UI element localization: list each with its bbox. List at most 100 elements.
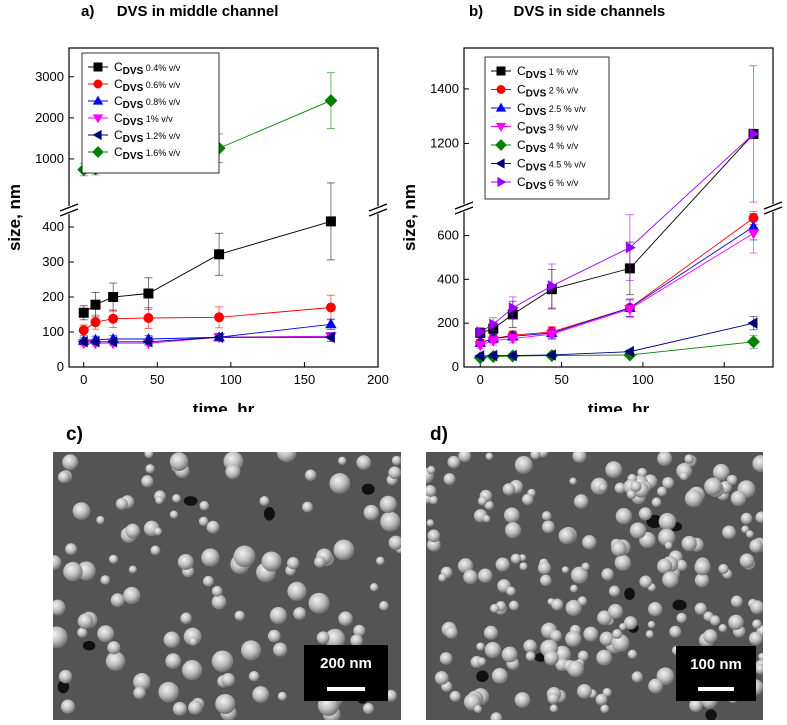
data-point [90,317,101,328]
x-tick-label: 100 [632,372,654,387]
sem-particle [601,568,614,581]
sem-pore [183,496,198,506]
sem-particle [252,686,270,704]
sem-pore [263,507,275,521]
legend-label: CDVS 6 % v/v [517,175,579,192]
sem-particle [530,452,541,460]
y-tick-label: 1400 [430,81,459,96]
sem-particle [388,535,401,551]
scale-label-c: 200 nm [320,655,372,672]
sem-particle [324,628,346,650]
sem-particle [730,490,747,507]
legend-label: CDVS 0.4% v/v [114,60,181,77]
sem-particle [623,616,638,630]
panel-a-letter: a) [81,3,95,20]
sem-particle [502,483,516,496]
legend-marker [496,85,506,94]
series-1 [78,294,336,336]
sem-particle [158,681,179,703]
data-point [474,350,485,362]
legend-marker [495,122,507,132]
data-point [90,299,101,310]
sem-particle [211,594,227,610]
sem-particle [199,500,210,511]
sem-particle [267,629,281,643]
sem-particle [353,624,366,637]
sem-pore [705,709,717,720]
sem-particle [128,565,137,574]
legend-marker [496,66,506,76]
sem-particle [755,663,763,675]
sem-particle [58,669,73,684]
sem-particle [97,625,115,643]
sem-particle [662,476,675,489]
data-point [487,349,498,362]
sem-particle [304,469,317,481]
legend-box [81,52,220,174]
data-point [77,336,88,348]
sem-particle [362,702,374,714]
sem-particle [457,558,474,574]
legend-label: CDVS 0.6% v/v [114,77,181,94]
data-point [545,349,556,361]
sem-particle [338,611,353,626]
sem-particle [596,649,613,666]
axis-break-mark [368,208,388,217]
sem-particle [380,511,401,532]
sem-particle [463,569,478,585]
sem-particle [77,627,88,638]
sem-particle [495,557,510,572]
series-line [480,322,754,357]
legend-box [484,56,610,200]
sem-particle [107,641,121,655]
sem-particle [662,571,679,588]
sem-particle [145,464,155,474]
series-2 [474,213,760,347]
sem-particle [748,631,763,646]
legend-label: CDVS 1 % v/v [517,64,579,81]
sem-particle [72,502,91,520]
sem-particle [177,554,194,570]
sem-particle [704,477,722,496]
panel-d-letter: d) [430,424,448,445]
sem-particle [506,586,516,596]
sem-particle [637,467,648,478]
sem-particle [712,463,730,481]
sem-particle [350,634,363,647]
sem-particle [221,673,236,687]
sem-particle [746,530,754,538]
sem-particle [504,522,522,539]
sem-particle [483,625,498,640]
sem-particle [444,626,458,639]
sem-particle [369,583,379,592]
sem-particle [582,535,597,550]
data-point [474,341,487,352]
sem-pore [476,670,489,683]
sem-particle [53,599,66,616]
sem-particle [728,614,744,631]
sem-particle [385,689,397,702]
axis-break-mark [368,203,388,212]
legend-marker [93,62,103,72]
sem-particle [427,465,436,475]
x-tick-label: 0 [80,372,87,387]
panel-b-title: DVS in side channels [513,3,666,20]
y-tick-label: 0 [57,359,64,374]
data-point [747,317,758,329]
sem-particle [740,512,753,525]
sem-particle [561,566,569,574]
sem-particle [573,494,589,509]
sem-particle [726,474,738,486]
legend-marker [92,129,102,141]
legend-marker [495,102,507,112]
sem-particle [614,482,626,494]
sem-particle [681,535,697,552]
legend-marker [495,158,505,169]
data-point [78,325,89,336]
sem-particle [165,653,182,669]
sem-particle [155,496,164,505]
sem-particle [287,581,307,601]
legend-marker [92,146,104,158]
sem-particle [750,600,763,615]
